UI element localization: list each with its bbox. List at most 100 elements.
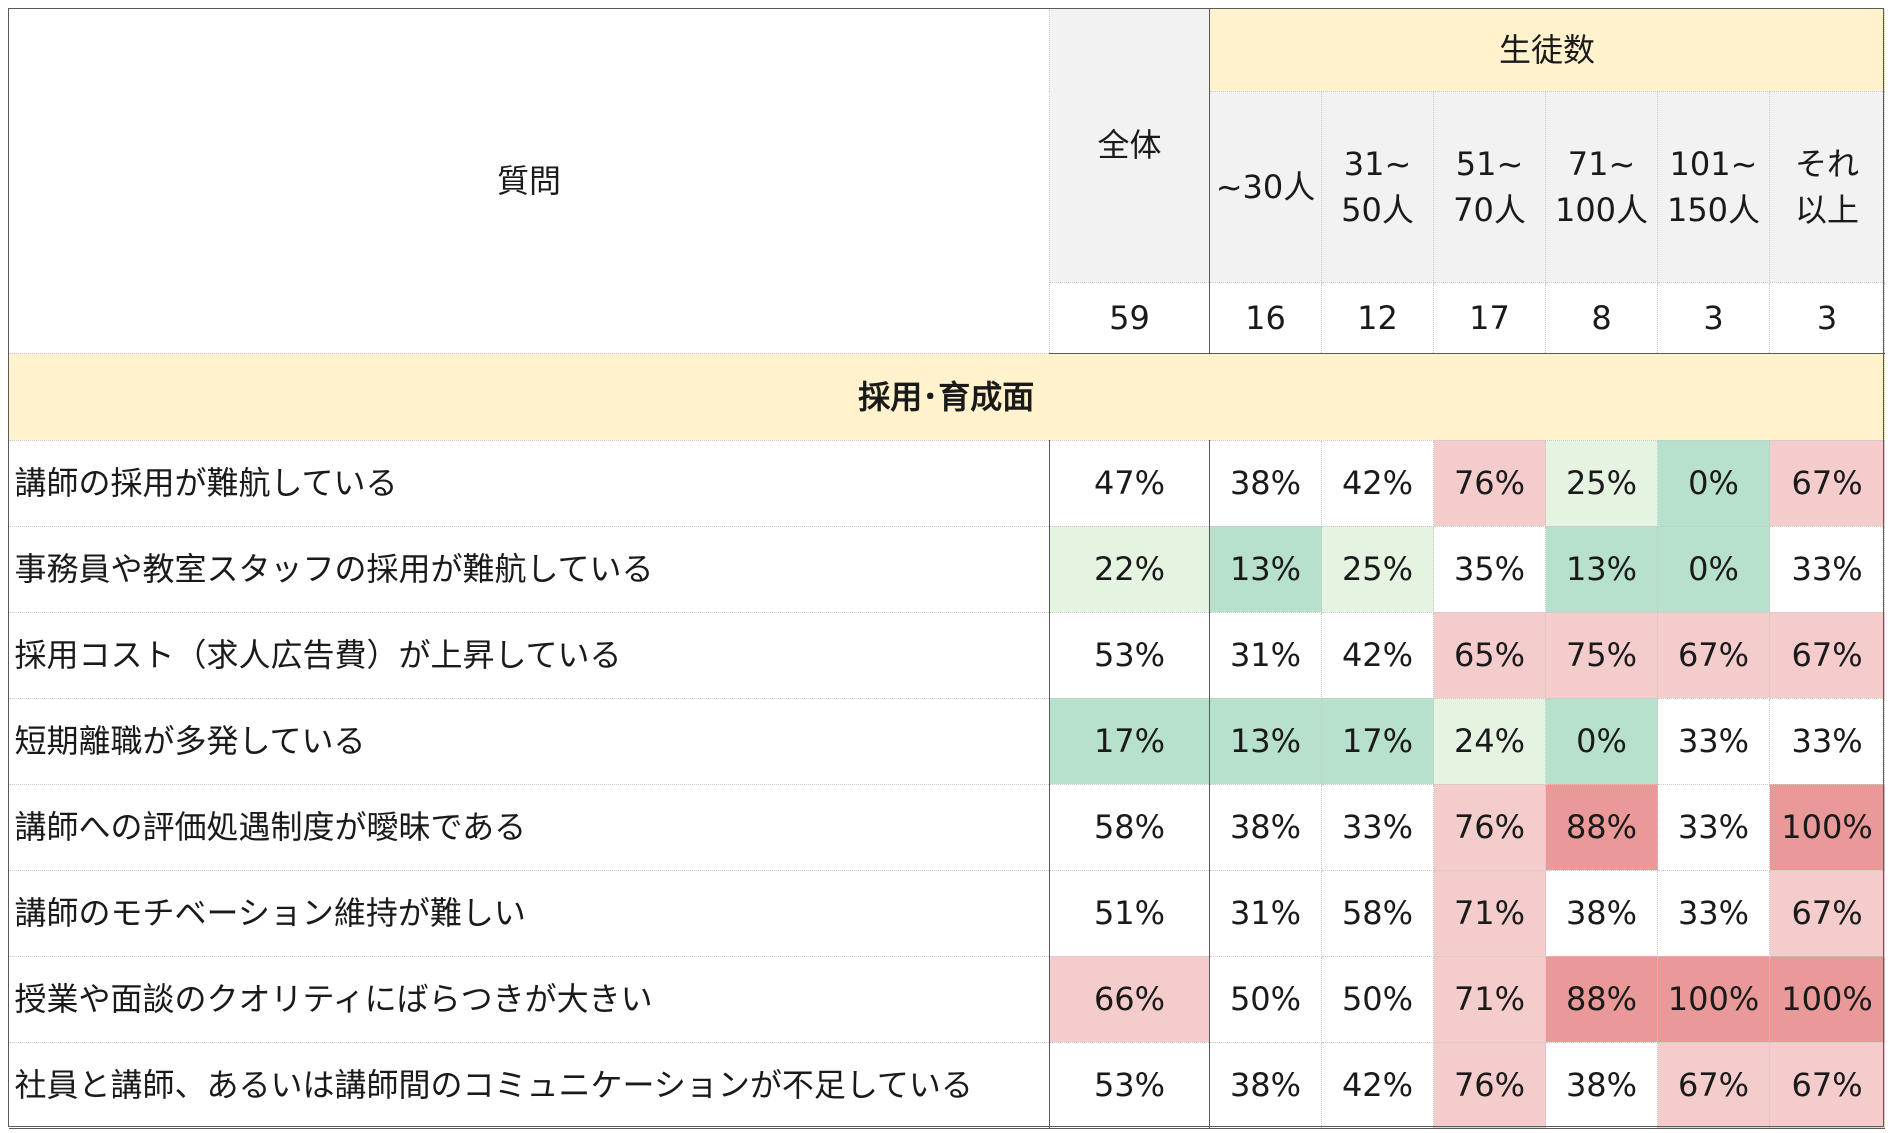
question-cell: 採用コスト（求人広告費）が上昇している [8,612,1050,699]
value-cell: 67% [1657,1042,1770,1129]
header-question: 質問 [8,8,1050,354]
value-cell: 13% [1209,526,1322,613]
header-bucket: 101~ 150人 [1657,91,1770,283]
header-students: 生徒数 [1209,8,1886,92]
value-cell: 42% [1321,440,1434,527]
value-cell: 33% [1769,698,1886,785]
value-cell: 25% [1545,440,1658,527]
value-cell: 31% [1209,870,1322,957]
question-cell: 事務員や教室スタッフの採用が難航している [8,526,1050,613]
value-cell: 50% [1209,956,1322,1043]
value-cell: 33% [1657,870,1770,957]
question-cell: 社員と講師、あるいは講師間のコミュニケーションが不足している [8,1042,1050,1129]
value-cell: 67% [1657,612,1770,699]
value-cell: 67% [1769,870,1886,957]
count-bucket: 8 [1545,282,1658,354]
header-bucket: 71~ 100人 [1545,91,1658,283]
header-bucket: ~30人 [1209,91,1322,283]
value-cell: 33% [1321,784,1434,871]
value-cell: 31% [1209,612,1322,699]
header-bucket: 31~ 50人 [1321,91,1434,283]
value-cell: 100% [1769,956,1886,1043]
value-cell: 42% [1321,1042,1434,1129]
value-cell: 100% [1657,956,1770,1043]
value-cell: 88% [1545,784,1658,871]
value-total-cell: 53% [1049,1042,1210,1129]
table-row: 採用コスト（求人広告費）が上昇している 53% 31% 42% 65% 75% 67% 67% [8,612,1886,699]
table-row: 授業や面談のクオリティにばらつきが大きい 66% 50% 50% 71% 88% 100% 1… [8,956,1886,1043]
question-cell: 講師への評価処遇制度が曖昧である [8,784,1050,871]
table-row: 短期離職が多発している 17% 13% 17% 24% 0% 33% 33% [8,698,1886,785]
header-bucket-line: 51~ [1455,144,1524,183]
value-cell: 25% [1321,526,1434,613]
value-cell: 76% [1433,440,1546,527]
value-total-cell: 22% [1049,526,1210,613]
header-bucket-line: 100人 [1554,190,1649,229]
value-cell: 42% [1321,612,1434,699]
value-cell: 71% [1433,956,1546,1043]
value-cell: 0% [1657,440,1770,527]
value-cell: 24% [1433,698,1546,785]
header-bucket-line: それ [1795,144,1860,183]
value-cell: 0% [1657,526,1770,613]
count-bucket: 12 [1321,282,1434,354]
value-cell: 71% [1433,870,1546,957]
value-cell: 0% [1545,698,1658,785]
value-cell: 38% [1209,784,1322,871]
value-cell: 100% [1769,784,1886,871]
header-bucket-line: 101~ [1669,144,1758,183]
value-cell: 88% [1545,956,1658,1043]
value-cell: 13% [1209,698,1322,785]
value-cell: 76% [1433,1042,1546,1129]
count-bucket: 3 [1769,282,1886,354]
value-cell: 38% [1545,870,1658,957]
count-bucket: 17 [1433,282,1546,354]
value-cell: 67% [1769,440,1886,527]
value-cell: 58% [1321,870,1434,957]
value-total-cell: 17% [1049,698,1210,785]
table-row: 社員と講師、あるいは講師間のコミュニケーションが不足している 53% 38% 42% 7… [8,1042,1886,1129]
value-total-cell: 51% [1049,870,1210,957]
value-cell: 38% [1209,1042,1322,1129]
header-total: 全体 [1049,8,1210,283]
value-total-cell: 53% [1049,612,1210,699]
count-total: 59 [1049,282,1210,354]
header-bucket-line: 以上 [1795,190,1860,229]
value-cell: 38% [1209,440,1322,527]
value-cell: 67% [1769,612,1886,699]
question-cell: 講師の採用が難航している [8,440,1050,527]
header-bucket-line: 70人 [1453,190,1526,229]
value-cell: 33% [1769,526,1886,613]
value-total-cell: 66% [1049,956,1210,1043]
value-cell: 76% [1433,784,1546,871]
value-cell: 33% [1657,784,1770,871]
question-cell: 講師のモチベーション維持が難しい [8,870,1050,957]
header-bucket-line: ~30人 [1215,167,1316,206]
value-cell: 38% [1545,1042,1658,1129]
header-bucket-line: 50人 [1341,190,1414,229]
value-cell: 50% [1321,956,1434,1043]
value-cell: 75% [1545,612,1658,699]
value-cell: 65% [1433,612,1546,699]
table-row: 講師の採用が難航している 47% 38% 42% 76% 25% 0% 67% [8,440,1886,527]
section-title: 採用･育成面 [8,353,1886,441]
value-cell: 13% [1545,526,1658,613]
value-total-cell: 58% [1049,784,1210,871]
table-row: 講師のモチベーション維持が難しい 51% 31% 58% 71% 38% 33% 67% [8,870,1886,957]
value-cell: 35% [1433,526,1546,613]
table-body: 講師の採用が難航している 47% 38% 42% 76% 25% 0% 67% 事務員や教室スタ… [8,440,1886,1129]
count-bucket: 16 [1209,282,1322,354]
question-cell: 短期離職が多発している [8,698,1050,785]
header-bucket: 51~ 70人 [1433,91,1546,283]
table-row: 講師への評価処遇制度が曖昧である 58% 38% 33% 76% 88% 33% 100% [8,784,1886,871]
question-cell: 授業や面談のクオリティにばらつきが大きい [8,956,1050,1043]
value-cell: 17% [1321,698,1434,785]
header-bucket-line: 31~ [1343,144,1412,183]
value-total-cell: 47% [1049,440,1210,527]
count-bucket: 3 [1657,282,1770,354]
survey-table: 質問 全体 生徒数 ~30人 31~ 50人 51~ 70人 71~ 100人 101~ 150… [8,8,1886,1129]
header-bucket-line: 71~ [1567,144,1636,183]
table-row: 事務員や教室スタッフの採用が難航している 22% 13% 25% 35% 13% 0% 33% [8,526,1886,613]
header-bucket-line: 150人 [1666,190,1761,229]
value-cell: 67% [1769,1042,1886,1129]
